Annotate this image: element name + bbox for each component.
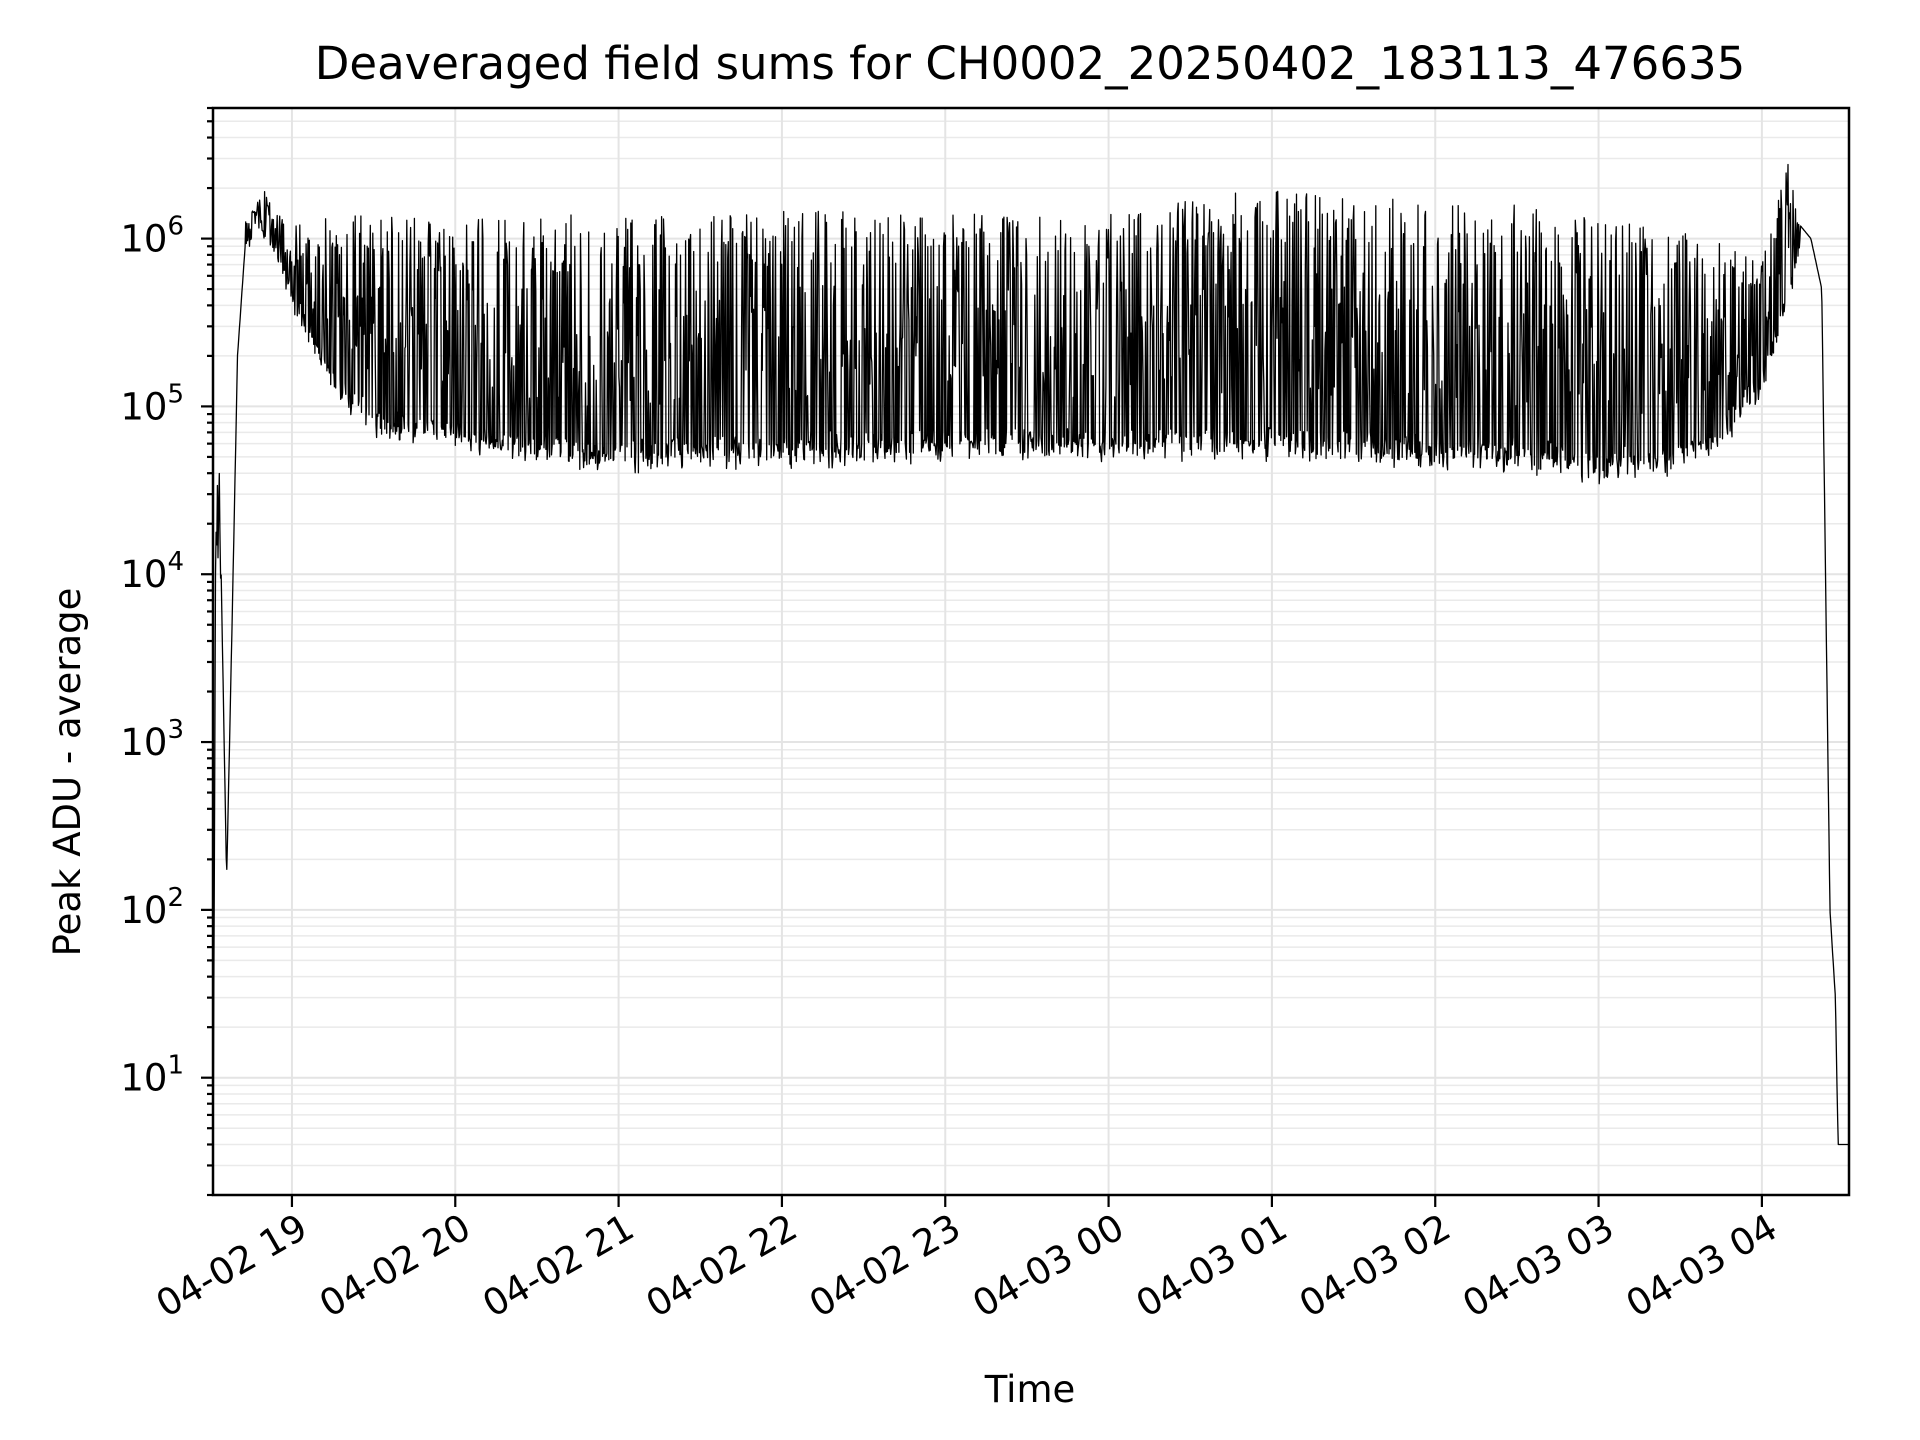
y-tick-label: 104 bbox=[120, 547, 184, 596]
x-axis-label: Time bbox=[984, 1368, 1076, 1411]
grid bbox=[213, 107, 1849, 1196]
plot-frame bbox=[211, 106, 1851, 1197]
series-line bbox=[212, 163, 1850, 1196]
x-tick-label: 04-03 03 bbox=[1455, 1206, 1621, 1326]
x-tick-label: 04-02 23 bbox=[802, 1206, 968, 1326]
y-tick-labels: 101 102 103 104 105 106 bbox=[120, 212, 184, 1100]
x-tick-label: 04-03 02 bbox=[1292, 1206, 1458, 1326]
x-tick-label: 04-03 04 bbox=[1619, 1206, 1785, 1326]
y-tick-label: 102 bbox=[120, 883, 184, 932]
y-axis-label: Peak ADU - average bbox=[46, 588, 89, 957]
y-tick-label: 101 bbox=[120, 1051, 184, 1100]
x-tick-label: 04-03 01 bbox=[1129, 1206, 1295, 1326]
x-tick-label: 04-02 22 bbox=[639, 1206, 805, 1326]
y-tick-label: 105 bbox=[120, 379, 184, 428]
axis-ticks bbox=[201, 106, 1763, 1207]
x-tick-label: 04-02 19 bbox=[149, 1206, 315, 1326]
x-tick-label: 04-02 21 bbox=[476, 1206, 642, 1326]
chart-title: Deaveraged field sums for CH0002_2025040… bbox=[315, 37, 1745, 90]
x-tick-label: 04-03 00 bbox=[966, 1206, 1132, 1326]
y-tick-label: 103 bbox=[120, 715, 184, 764]
y-tick-label: 106 bbox=[120, 212, 184, 261]
x-tick-label: 04-02 20 bbox=[312, 1206, 478, 1326]
series-layer bbox=[212, 163, 1850, 1196]
